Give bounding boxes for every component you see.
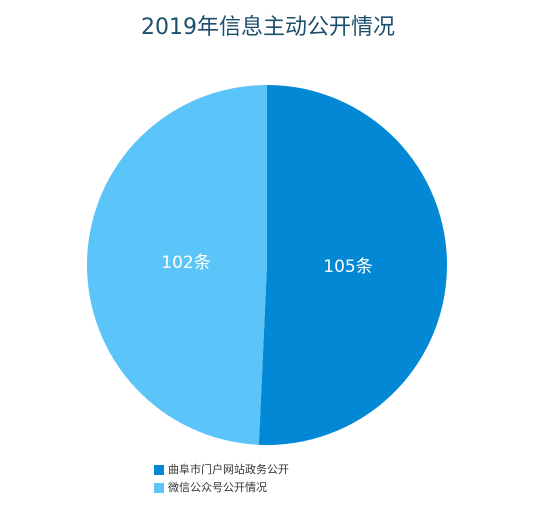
chart-title: 2019年信息主动公开情况 (141, 15, 395, 40)
legend-label: 曲阜市门户网站政务公开 (168, 462, 289, 476)
pie-slice (258, 85, 447, 445)
slice-label: 102条 (161, 253, 210, 273)
slice-label: 105条 (323, 257, 372, 277)
legend-swatch (154, 483, 164, 493)
legend-label: 微信公众号公开情况 (168, 480, 267, 494)
legend-swatch (154, 465, 164, 475)
pie-slice (86, 85, 267, 445)
